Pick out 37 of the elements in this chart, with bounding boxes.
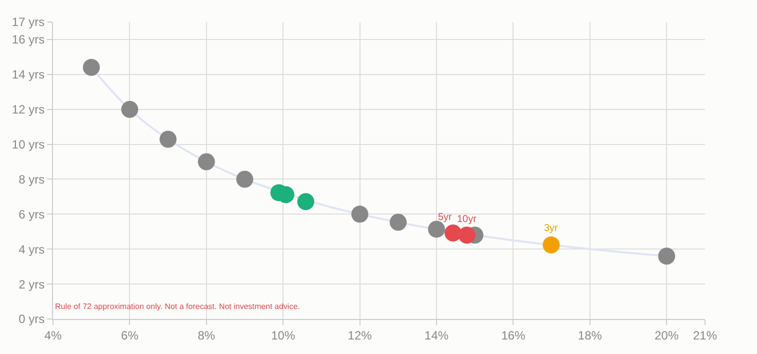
point [390, 214, 407, 231]
x-tick-label: 4% [44, 328, 62, 342]
x-tick-label: 16% [501, 328, 526, 342]
y-tick-label: 12 yrs [12, 102, 45, 117]
y-tick-label: 8 yrs [18, 172, 45, 186]
y-tick-label: 14 yrs [12, 68, 45, 82]
annotation: 5yr [438, 212, 453, 223]
y-tick-label: 10 yrs [12, 137, 45, 152]
y-tick-label: 4 yrs [18, 242, 45, 256]
point [444, 224, 462, 242]
x-tick-label: 18% [578, 328, 602, 342]
x-tick-label: 21% [692, 328, 718, 342]
x-tick-label: 8% [198, 328, 216, 342]
point [82, 58, 100, 76]
x-tick-label: 20% [654, 328, 679, 342]
x-tick-label: 12% [348, 328, 372, 342]
y-tick-label: 2 yrs [18, 277, 45, 292]
point [236, 170, 254, 188]
point [458, 226, 476, 244]
point [542, 236, 560, 254]
point [297, 193, 314, 210]
annotation: Rule of 72 approximation only. Not a forecast. Not investment advice. [55, 302, 300, 311]
point [121, 100, 138, 118]
point [658, 248, 676, 265]
annotation: 10yr [457, 214, 478, 225]
point [428, 220, 446, 238]
y-tick-label: 0 yrs [18, 312, 45, 326]
y-tick-label: 17 yrs [12, 15, 45, 30]
annotation: 3yr [544, 223, 559, 234]
y-tick-label: 6 yrs [18, 207, 45, 222]
point [351, 206, 368, 223]
x-tick-label: 10% [271, 328, 296, 342]
point [160, 130, 177, 148]
point [198, 153, 215, 170]
y-tick-label: 16 yrs [12, 32, 45, 47]
x-tick-label: 6% [121, 328, 139, 342]
x-tick-label: 14% [424, 328, 449, 342]
